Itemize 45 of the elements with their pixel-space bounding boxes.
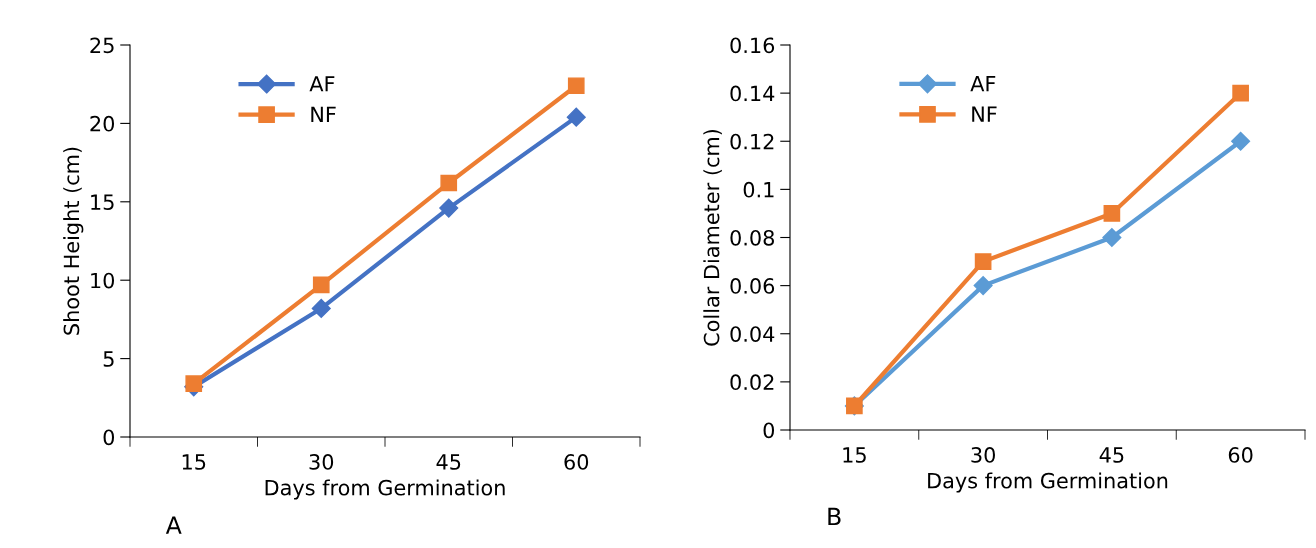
x-tick-label: 60 xyxy=(564,454,589,470)
y-tick-label: 15 xyxy=(91,194,114,211)
point xyxy=(1232,84,1249,102)
y-tick-label: 0.1 xyxy=(743,181,774,198)
y-tick-label: 0.12 xyxy=(730,133,774,150)
text: B xyxy=(828,507,841,526)
x-tick-label: 15 xyxy=(182,454,206,470)
point xyxy=(440,174,458,192)
legend-label: AF xyxy=(309,76,335,92)
y-tick-label: 20 xyxy=(90,115,115,132)
point xyxy=(439,198,459,218)
legend-label: NF xyxy=(311,106,336,122)
x-axis-title: Days from Germination xyxy=(928,472,1168,493)
legend-label: AF xyxy=(970,75,996,92)
x-tick-label: 15 xyxy=(843,447,866,463)
y-axis-title: Collar Diameter (cm) xyxy=(703,129,722,346)
x-tick-label: 45 xyxy=(436,454,461,470)
x-tick-label: 30 xyxy=(971,447,995,463)
point xyxy=(973,276,993,296)
point xyxy=(311,298,331,318)
point xyxy=(1102,227,1122,248)
point xyxy=(1231,131,1251,151)
x-axis-title: Days from Germination xyxy=(265,479,505,500)
y-tick-label: 0 xyxy=(103,429,115,446)
x-tick-label: 45 xyxy=(1099,447,1124,463)
point xyxy=(566,107,586,127)
point xyxy=(974,253,992,270)
y-tick-label: 25 xyxy=(90,37,114,54)
y-tick-label: 0.08 xyxy=(730,229,774,246)
y-tick-label: 0.16 xyxy=(730,37,775,54)
y-axis-title: Shoot Height (cm) xyxy=(63,147,84,335)
point xyxy=(1103,205,1121,222)
y-tick-label: 0.02 xyxy=(730,374,774,391)
y-tick-label: 5 xyxy=(103,351,114,367)
y-tick-label: 10 xyxy=(91,272,115,289)
y-tick-label: 0.14 xyxy=(730,85,775,102)
y-tick-label: 0.06 xyxy=(730,278,775,294)
text: A xyxy=(165,516,182,534)
x-tick-label: 60 xyxy=(1228,447,1253,463)
y-tick-label: 0.04 xyxy=(730,326,775,342)
x-tick-label: 30 xyxy=(309,454,334,470)
legend-label: NF xyxy=(972,106,997,122)
y-tick-label: 0 xyxy=(763,422,775,439)
point xyxy=(567,77,585,95)
point xyxy=(312,276,330,294)
